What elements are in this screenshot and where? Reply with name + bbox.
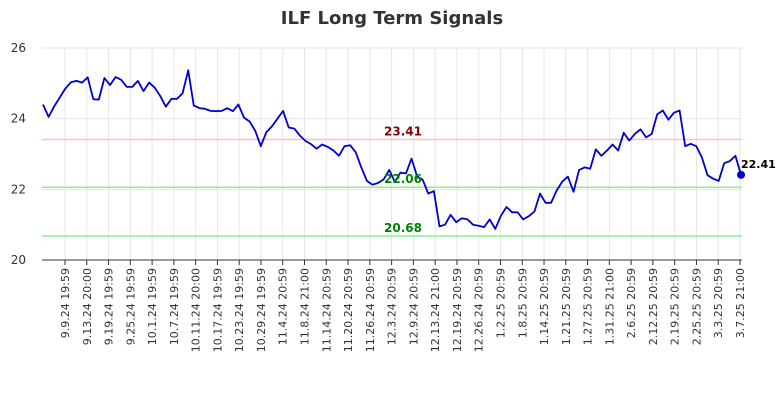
x-tick-label: 9.13.24 20:00 bbox=[81, 268, 94, 345]
x-tick-label: 11.14.24 20:59 bbox=[320, 268, 333, 352]
y-tick-label: 22 bbox=[11, 182, 26, 196]
x-tick-label: 1.2.25 20:59 bbox=[494, 268, 507, 338]
x-tick-label: 9.25.24 19:59 bbox=[124, 268, 137, 345]
x-tick-label: 1.31.25 21:00 bbox=[603, 268, 616, 345]
x-tick-label: 1.27.25 20:59 bbox=[582, 268, 595, 345]
signal-level-label: 20.68 bbox=[384, 221, 422, 235]
x-tick-label: 2.12.25 20:59 bbox=[647, 268, 660, 345]
x-tick-label: 1.14.25 20:59 bbox=[538, 268, 551, 345]
y-tick-label: 20 bbox=[11, 253, 26, 267]
x-tick-label: 10.7.24 19:59 bbox=[168, 268, 181, 345]
x-tick-label: 3.7.25 21:00 bbox=[734, 268, 747, 338]
x-tick-label: 2.25.25 20:59 bbox=[690, 268, 703, 345]
x-tick-label: 9.19.24 19:59 bbox=[103, 268, 116, 345]
x-tick-label: 3.3.25 20:59 bbox=[712, 268, 725, 338]
x-tick-label: 2.19.25 20:59 bbox=[669, 268, 682, 345]
x-tick-label: 10.29.24 19:59 bbox=[255, 268, 268, 352]
signal-level-label: 23.41 bbox=[384, 125, 422, 139]
x-tick-label: 11.26.24 20:59 bbox=[364, 268, 377, 352]
x-tick-label: 9.9.24 19:59 bbox=[59, 268, 72, 338]
x-tick-label: 11.8.24 21:00 bbox=[299, 268, 312, 345]
signal-level-label: 22.06 bbox=[384, 172, 422, 186]
x-tick-label: 11.4.24 20:59 bbox=[277, 268, 290, 345]
x-tick-label: 1.21.25 20:59 bbox=[560, 268, 573, 345]
x-tick-label: 12.9.24 20:59 bbox=[407, 268, 420, 345]
x-tick-label: 10.17.24 19:59 bbox=[211, 268, 224, 352]
y-tick-label: 26 bbox=[11, 41, 26, 55]
price-line bbox=[42, 69, 742, 230]
x-tick-label: 12.19.24 20:59 bbox=[451, 268, 464, 352]
x-tick-label: 12.3.24 20:59 bbox=[386, 268, 399, 345]
x-tick-label: 12.26.24 20:59 bbox=[473, 268, 486, 352]
last-value-label: 22.41 bbox=[741, 158, 776, 171]
x-tick-label: 11.20.24 20:59 bbox=[342, 268, 355, 352]
x-tick-label: 10.11.24 20:00 bbox=[190, 268, 203, 352]
x-tick-label: 10.1.24 19:59 bbox=[146, 268, 159, 345]
chart-title: ILF Long Term Signals bbox=[280, 8, 504, 29]
x-tick-label: 10.23.24 19:59 bbox=[233, 268, 246, 352]
last-point-marker bbox=[737, 170, 745, 179]
x-tick-label: 12.13.24 21:00 bbox=[429, 268, 442, 352]
x-tick-label: 1.8.25 20:59 bbox=[516, 268, 529, 338]
x-tick-label: 2.6.25 20:59 bbox=[625, 268, 638, 338]
y-tick-label: 24 bbox=[11, 112, 26, 126]
